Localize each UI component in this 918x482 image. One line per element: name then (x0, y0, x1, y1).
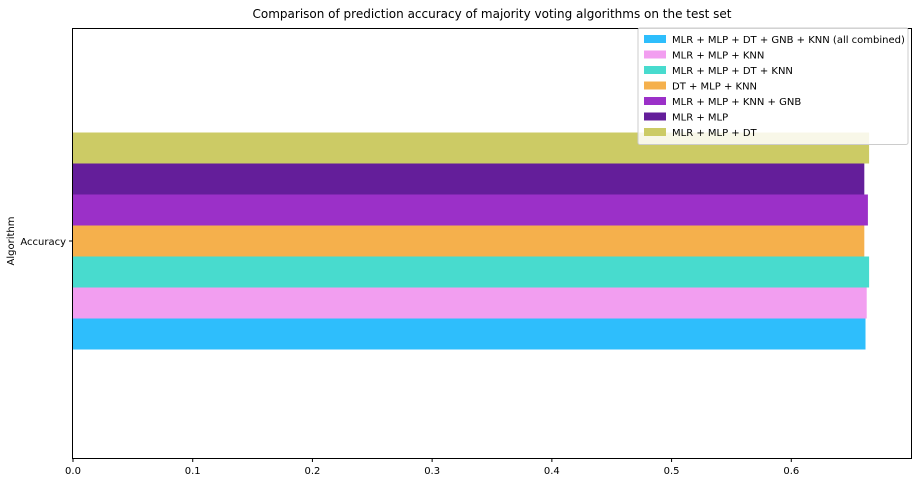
legend-label: MLR + MLP + KNN (672, 51, 764, 62)
legend-swatch (644, 50, 666, 59)
legend-label: MLR + MLP + DT + KNN (672, 66, 793, 77)
legend-label: MLR + MLP + DT (672, 128, 758, 139)
x-tick-label: 0.4 (544, 466, 560, 477)
x-tick-label: 0.1 (185, 466, 201, 477)
legend-label: MLR + MLP (672, 113, 728, 124)
bar-0 (73, 318, 866, 350)
x-tick-label: 0.3 (424, 466, 440, 477)
y-tick-label: Accuracy (20, 237, 66, 248)
legend-swatch (644, 35, 666, 43)
legend-swatch (644, 128, 666, 136)
x-axis-ticks: 0.0 0.1 0.2 0.3 0.4 0.5 0.6 (65, 458, 799, 477)
x-tick-label: 0.5 (664, 466, 680, 477)
legend-box (637, 27, 909, 145)
x-tick-label: 0.0 (65, 466, 81, 477)
legend-label: MLR + MLP + KNN + GNB (672, 97, 801, 108)
legend-swatch (644, 97, 666, 105)
legend-swatch (644, 81, 666, 90)
plot-frame (72, 28, 912, 459)
legend-swatch (644, 112, 666, 121)
legend-swatch (644, 66, 666, 74)
legend-label: DT + MLP + KNN (672, 82, 757, 93)
legend: MLR + MLP + DT + GNB + KNN (all combined… (637, 27, 909, 145)
y-axis-label: Algorithm (6, 217, 17, 266)
y-axis-ticks: Accuracy (20, 237, 73, 248)
bar-1 (73, 287, 867, 319)
legend-label: MLR + MLP + DT + GNB + KNN (all combined… (672, 35, 905, 46)
bars-group (73, 132, 870, 350)
bar-3 (73, 225, 865, 257)
bar-2 (73, 256, 870, 288)
x-tick-label: 0.6 (783, 466, 799, 477)
bar-5 (73, 163, 865, 195)
x-tick-label: 0.2 (304, 466, 320, 477)
bar-4 (73, 194, 868, 226)
chart-title: Comparison of prediction accuracy of maj… (253, 7, 732, 21)
